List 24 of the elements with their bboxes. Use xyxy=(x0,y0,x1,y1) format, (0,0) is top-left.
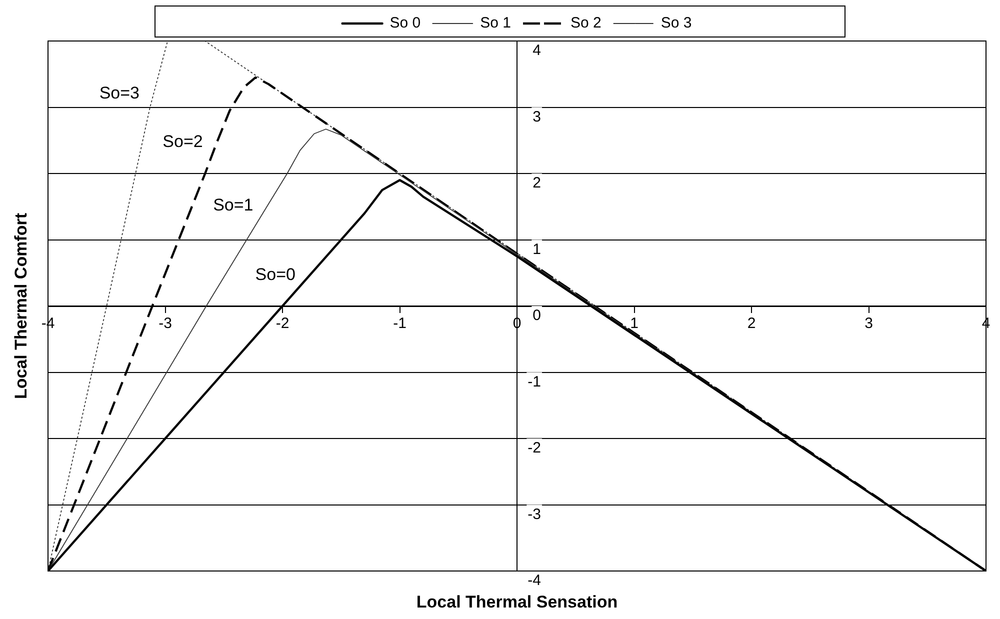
y-tick-label: 4 xyxy=(532,42,541,60)
x-tick-label: -1 xyxy=(393,315,406,332)
y-tick-label: -3 xyxy=(528,506,541,523)
x-tick-label: 3 xyxy=(864,315,873,332)
x-tick-label: -2 xyxy=(276,315,290,332)
y-tick-label: -1 xyxy=(528,373,541,390)
annotation: So=1 xyxy=(213,196,254,215)
y-tick-label: 2 xyxy=(532,174,541,192)
y-axis-title: Local Thermal Comfort xyxy=(12,212,31,400)
y-tick-label: -4 xyxy=(528,572,541,590)
legend-label: So 0 xyxy=(390,14,421,32)
x-tick-label: 2 xyxy=(747,315,756,332)
legend-label: So 1 xyxy=(480,14,511,32)
y-tick-label: 1 xyxy=(532,240,541,258)
legend-label: So 2 xyxy=(570,14,602,32)
annotation: So=2 xyxy=(162,132,203,152)
x-axis-title: Local Thermal Sensation xyxy=(416,592,618,612)
annotation: So=0 xyxy=(255,265,296,284)
y-tick-label: 3 xyxy=(532,108,541,126)
y-tick-label: -2 xyxy=(528,440,541,457)
annotation: So=3 xyxy=(99,84,140,103)
legend-label: So 3 xyxy=(660,14,692,32)
x-tick-label: -3 xyxy=(158,315,172,332)
x-tick-label: 1 xyxy=(630,315,638,332)
